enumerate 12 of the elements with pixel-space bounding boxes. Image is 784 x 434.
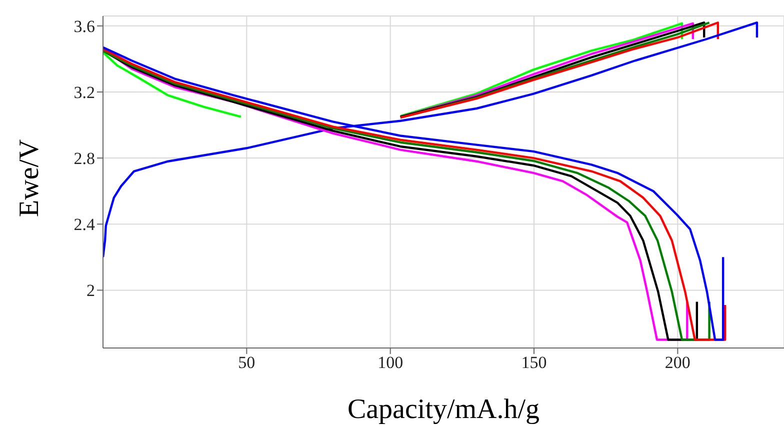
x-tick-label: 100 (378, 353, 404, 372)
x-tick-label: 50 (238, 353, 256, 372)
y-tick-label: 2 (86, 281, 95, 300)
x-axis-title: Capacity/mA.h/g (347, 394, 540, 425)
y-tick-label: 2.4 (74, 215, 96, 234)
y-axis-title: Ewe/V (14, 139, 45, 217)
y-tick-label: 3.6 (74, 16, 95, 36)
x-tick-label: 200 (664, 353, 690, 372)
x-tick-label: 150 (521, 353, 547, 372)
y-tick-label: 3.2 (74, 83, 95, 102)
y-tick-label: 2.8 (74, 149, 95, 168)
line-series (103, 51, 242, 118)
